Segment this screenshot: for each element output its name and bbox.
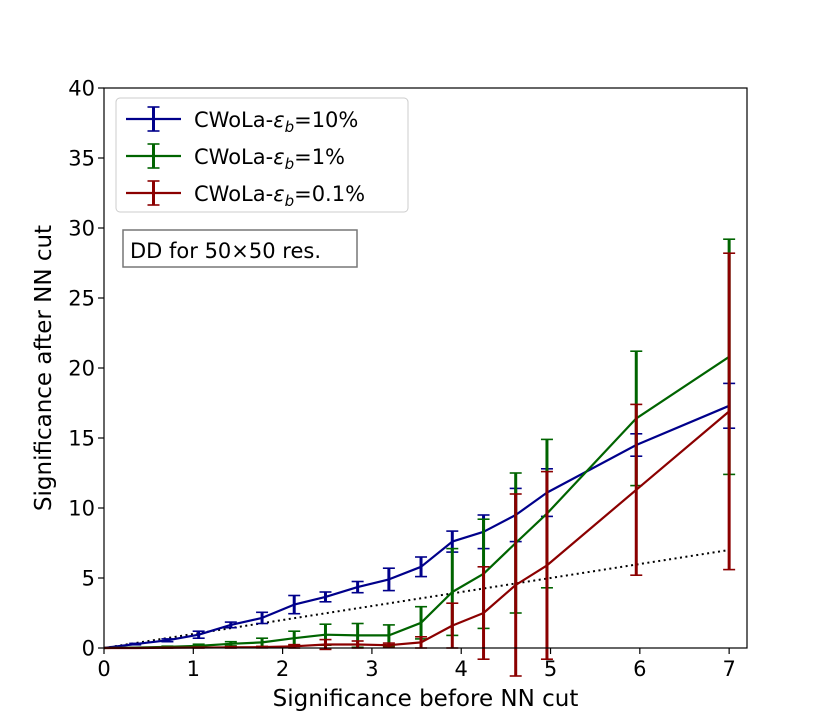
- y-tick-label: 0: [82, 637, 95, 661]
- x-tick-label: 0: [97, 657, 110, 681]
- legend-label: CWoLa-εb=0.1%: [194, 182, 365, 210]
- x-tick-label: 7: [722, 657, 735, 681]
- legend-frame: [115, 97, 409, 213]
- legend-entry-3: CWoLa-εb=0.1%: [126, 180, 365, 210]
- legend-label: CWoLa-εb=10%: [194, 108, 358, 136]
- legend-label: CWoLa-εb=1%: [194, 145, 345, 173]
- y-tick-label: 30: [68, 217, 95, 241]
- x-tick-label: 3: [365, 657, 378, 681]
- y-tick-label: 10: [68, 497, 95, 521]
- series-line: [103, 404, 730, 650]
- legend: CWoLa-εb=10% CWoLa-εb=1% CWoLa-εb=0.1%: [115, 97, 409, 213]
- y-tick-label: 35: [68, 147, 95, 171]
- annotation-box: DD for 50×50 res.: [122, 229, 358, 268]
- y-tick-label: 25: [68, 287, 95, 311]
- plot-area: [103, 238, 736, 677]
- y-tick-label: 20: [68, 357, 95, 381]
- legend-items: CWoLa-εb=10% CWoLa-εb=1% CWoLa-εb=0.1%: [126, 106, 365, 210]
- y-tick-label: 40: [68, 77, 95, 101]
- axis-ticks: 0 1 2 3 4 5 6 7 0 5 10 15 20 25 30 35 40: [68, 77, 736, 682]
- y-tick-label: 5: [82, 567, 95, 591]
- y-axis-label: Significance after NN cut: [31, 225, 57, 511]
- x-axis-label: Significance before NN cut: [273, 686, 579, 712]
- y-tick-label: 15: [68, 427, 95, 451]
- x-tick-label: 1: [187, 657, 200, 681]
- x-tick-label: 4: [455, 657, 468, 681]
- annotation-frame: [122, 229, 358, 268]
- annotation-text: DD for 50×50 res.: [130, 239, 321, 263]
- x-tick-label: 2: [276, 657, 289, 681]
- series-line: [103, 355, 730, 650]
- legend-entry-2: CWoLa-εb=1%: [126, 143, 345, 173]
- x-tick-label: 6: [633, 657, 646, 681]
- legend-entry-1: CWoLa-εb=10%: [126, 106, 358, 136]
- x-tick-label: 5: [544, 657, 557, 681]
